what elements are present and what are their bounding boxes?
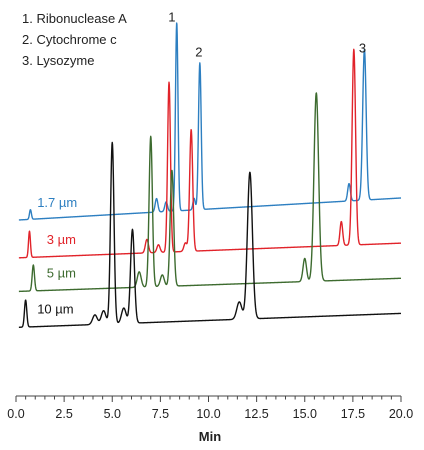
series-label: 3 µm xyxy=(47,232,76,247)
series-labels: 1.7 µm 3 µm 5 µm 10 µm xyxy=(37,195,77,317)
series-line xyxy=(18,48,402,259)
legend: 1. Ribonuclease A 2. Cytochrome c 3. Lys… xyxy=(22,11,127,68)
series-label: 10 µm xyxy=(37,301,73,316)
x-tick-label: 0.0 xyxy=(7,407,24,421)
series-group xyxy=(18,22,402,328)
peak-label: 3 xyxy=(359,41,366,56)
series-line xyxy=(18,141,402,328)
x-tick-label: 10.0 xyxy=(196,407,220,421)
x-axis: 0.0 2.5 5.0 7.5 10.0 12.5 15.0 17.5 20.0 xyxy=(7,395,413,421)
peak-labels: 1 2 3 xyxy=(168,10,366,60)
x-tick-label: 17.5 xyxy=(341,407,365,421)
legend-entry: 1. Ribonuclease A xyxy=(22,11,127,26)
x-axis-title: Min xyxy=(199,429,221,444)
legend-entry: 3. Lysozyme xyxy=(22,53,95,68)
x-tick-label: 12.5 xyxy=(244,407,268,421)
x-tick-label: 7.5 xyxy=(152,407,169,421)
legend-entry: 2. Cytochrome c xyxy=(22,32,117,47)
series-label: 1.7 µm xyxy=(37,195,77,210)
x-tick-label: 5.0 xyxy=(104,407,121,421)
series-line xyxy=(18,92,402,293)
x-tick-label: 15.0 xyxy=(293,407,317,421)
series-line xyxy=(18,22,402,221)
peak-label: 1 xyxy=(168,10,175,25)
x-tick-label: 2.5 xyxy=(55,407,72,421)
peak-label: 2 xyxy=(195,44,202,59)
series-label: 5 µm xyxy=(47,266,76,281)
x-tick-label: 20.0 xyxy=(389,407,413,421)
